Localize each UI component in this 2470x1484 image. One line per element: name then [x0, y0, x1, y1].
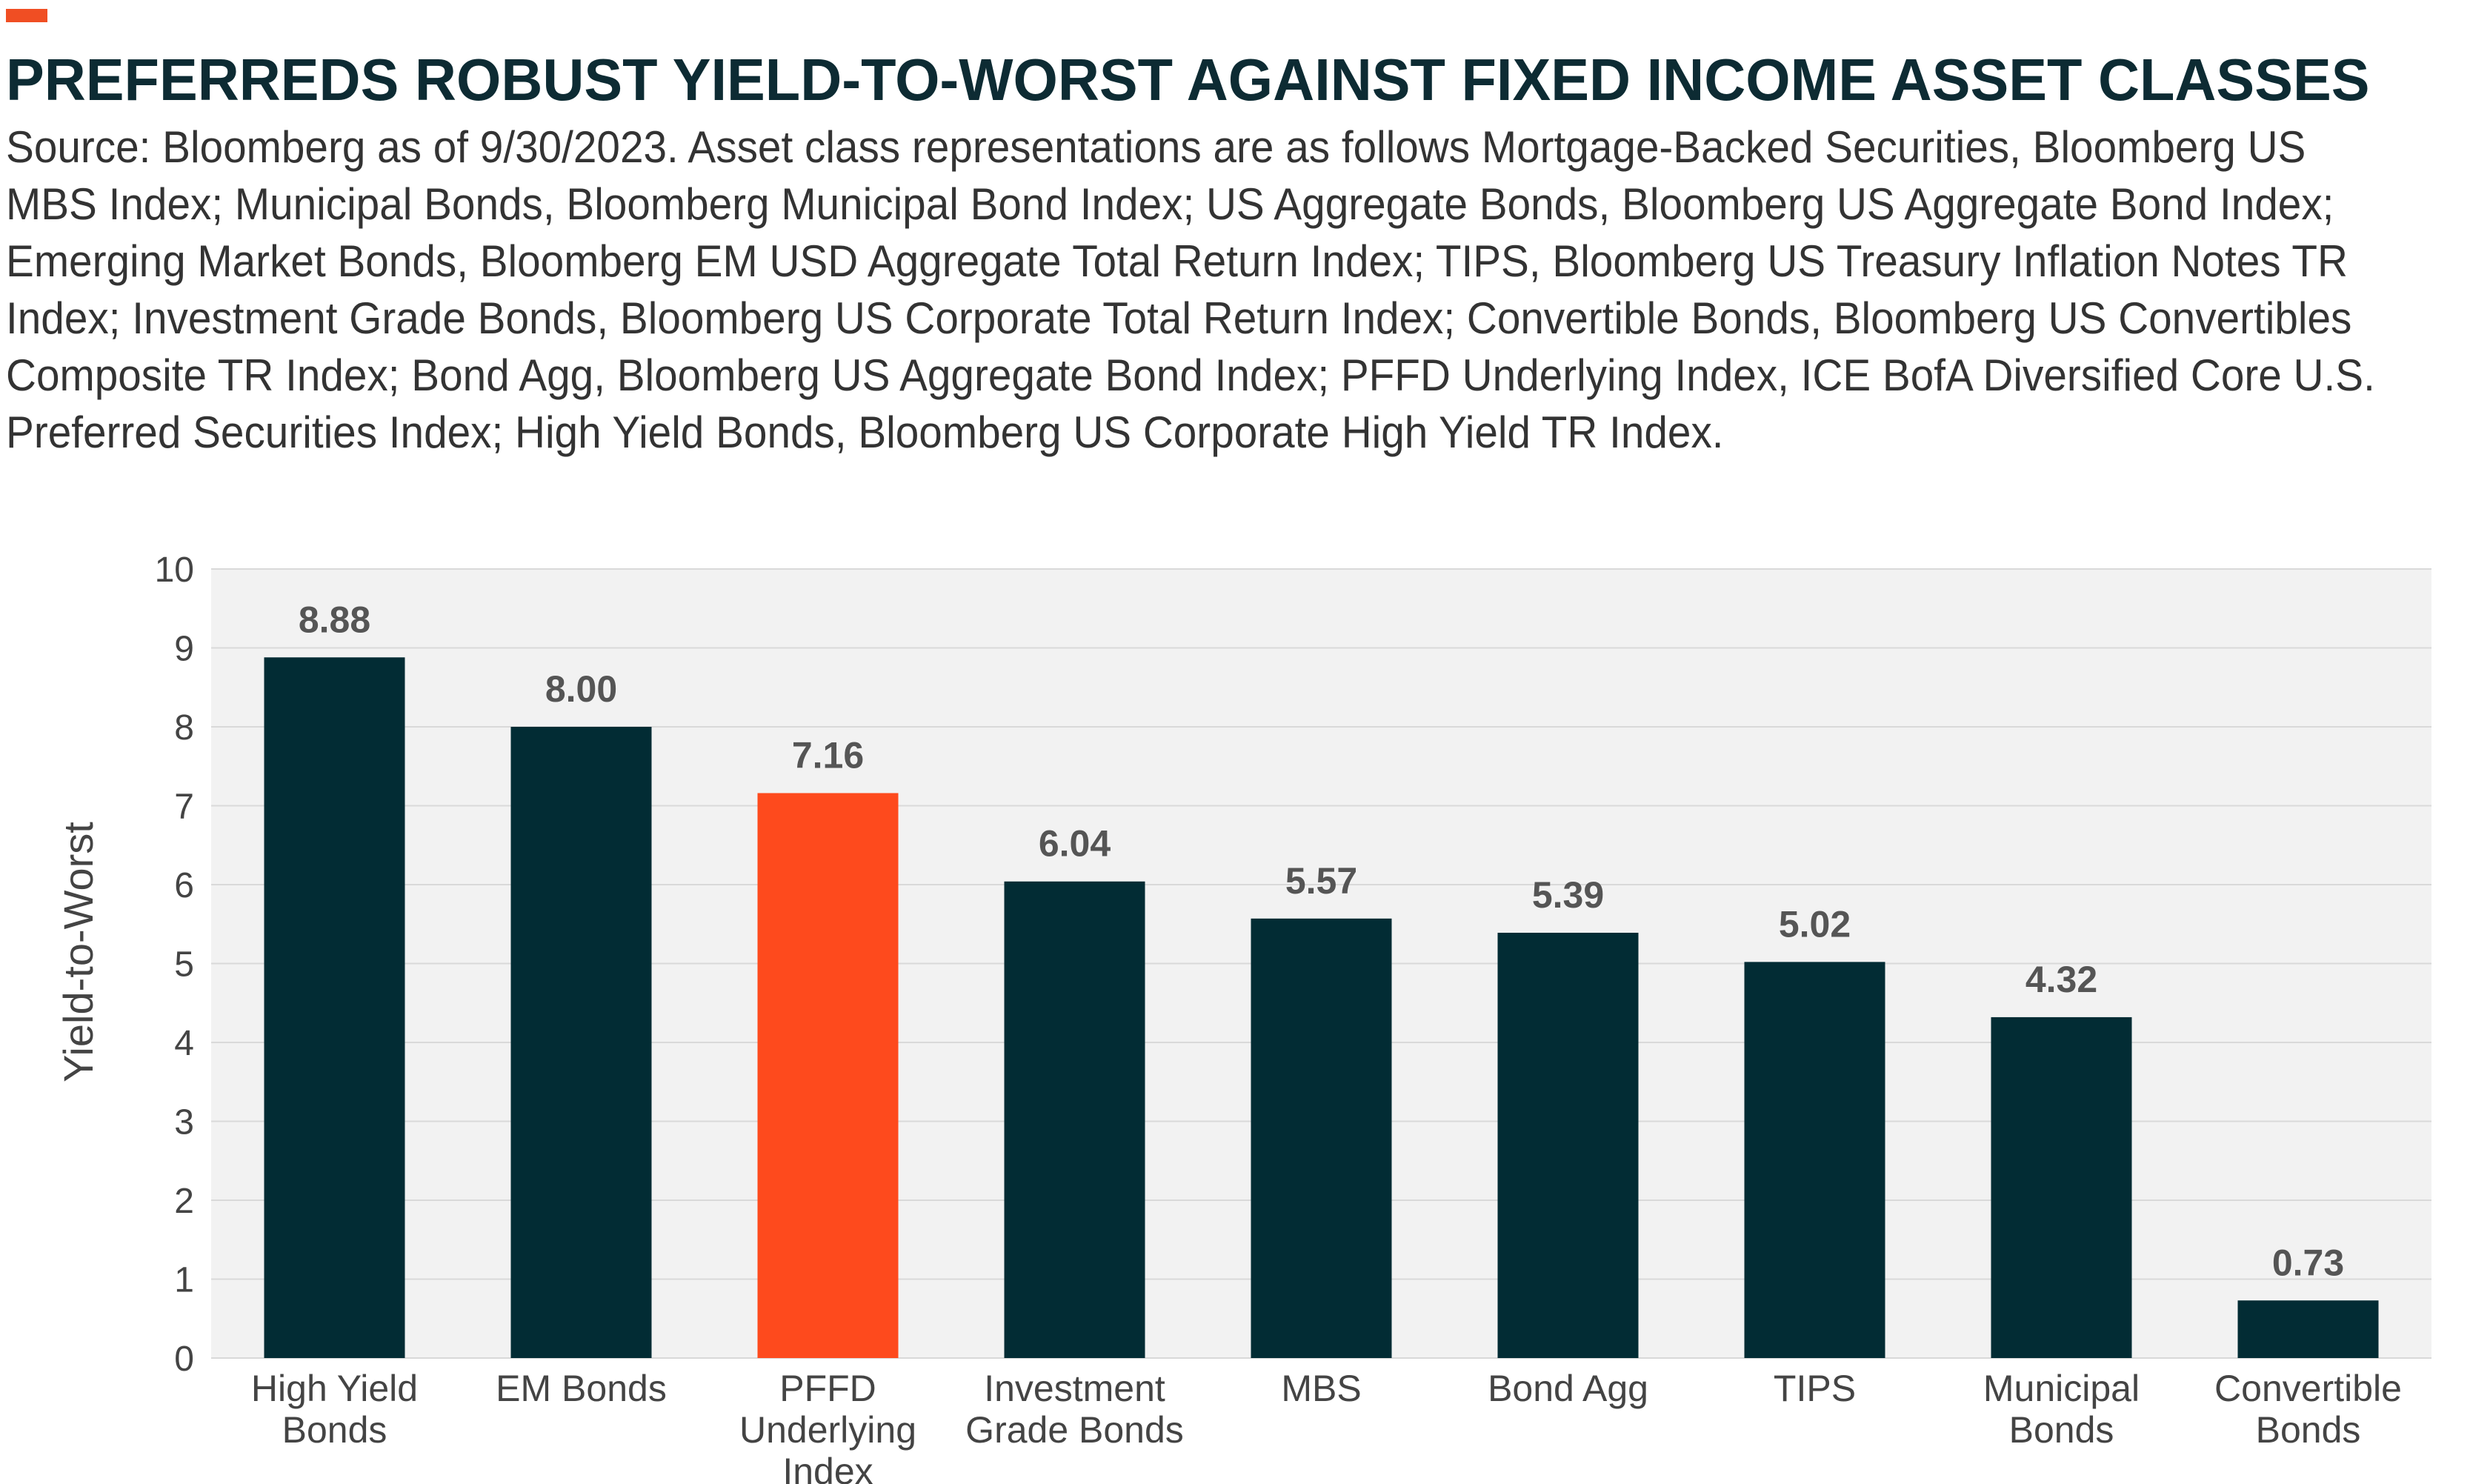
- x-category-label: Investment Grade Bonds: [965, 1368, 1184, 1451]
- bar: [1744, 962, 1885, 1358]
- y-tick-label: 3: [174, 1103, 194, 1142]
- y-tick-label: 2: [174, 1182, 194, 1221]
- y-axis-title: Yield-to-Worst: [55, 822, 101, 1082]
- x-category-label-line: Index: [782, 1451, 873, 1484]
- data-label: 0.73: [2272, 1242, 2344, 1283]
- x-category-label-line: Municipal: [1983, 1368, 2140, 1409]
- y-tick-label: 1: [174, 1261, 194, 1300]
- x-category-label-line: Bonds: [2256, 1409, 2361, 1451]
- x-category-label-line: TIPS: [1774, 1368, 1856, 1409]
- x-category-label: EM Bonds: [496, 1368, 667, 1409]
- y-tick-label: 5: [174, 945, 194, 985]
- bar: [2237, 1300, 2379, 1358]
- y-tick-label: 9: [174, 630, 194, 669]
- x-category-label-line: Bonds: [282, 1409, 387, 1451]
- x-category-label-line: Grade Bonds: [965, 1409, 1184, 1451]
- x-category-label-line: High Yield: [251, 1368, 418, 1409]
- bar: [1991, 1016, 2132, 1358]
- x-category-label-line: MBS: [1281, 1368, 1361, 1409]
- bars: [264, 657, 2379, 1358]
- y-tick-label: 7: [174, 788, 194, 827]
- bar: [757, 793, 899, 1358]
- bar: [1004, 881, 1145, 1358]
- x-category-label-line: Bonds: [2009, 1409, 2114, 1451]
- data-label: 4.32: [2025, 959, 2097, 1000]
- data-label: 8.00: [545, 668, 617, 710]
- chart-source-note: Source: Bloomberg as of 9/30/2023. Asset…: [6, 122, 2375, 457]
- x-category-label: High Yield Bonds: [251, 1368, 418, 1451]
- x-category-label-line: Investment: [984, 1368, 1165, 1409]
- y-tick-label: 10: [155, 550, 194, 590]
- x-category-label: MBS: [1281, 1368, 1361, 1409]
- data-label: 6.04: [1039, 823, 1111, 865]
- chart-title: PREFERREDS ROBUST YIELD-TO-WORST AGAINST…: [6, 47, 2370, 113]
- bar: [510, 727, 652, 1358]
- x-category-label-line: EM Bonds: [496, 1368, 667, 1409]
- y-tick-label: 4: [174, 1024, 194, 1063]
- bar: [1251, 918, 1392, 1358]
- data-labels: 8.88 8.00 7.16 6.04 5.57 5.39 5.02 4.32 0.73: [299, 599, 2344, 1283]
- x-category-label: Bond Agg: [1488, 1368, 1648, 1409]
- x-category-label: TIPS: [1774, 1368, 1856, 1409]
- y-tick-label: 6: [174, 866, 194, 905]
- data-label: 5.39: [1532, 874, 1604, 916]
- x-category-label-line: PFFD: [779, 1368, 876, 1409]
- x-category-label: Convertible Bonds: [2214, 1368, 2402, 1451]
- x-category-label: Municipal Bonds: [1983, 1368, 2140, 1451]
- y-tick-label: 8: [174, 708, 194, 748]
- accent-bar: [6, 9, 47, 22]
- x-category-label-line: Underlying: [739, 1409, 916, 1451]
- x-category-label-line: Convertible: [2214, 1368, 2402, 1409]
- bar: [264, 657, 405, 1358]
- data-label: 5.57: [1285, 860, 1357, 902]
- x-category-label-line: Bond Agg: [1488, 1368, 1648, 1409]
- data-label: 8.88: [299, 599, 370, 640]
- data-label: 5.02: [1779, 903, 1851, 945]
- data-label: 7.16: [792, 734, 864, 776]
- y-axis-ticks: 0 1 2 3 4 5 6 7 8 9 10: [155, 550, 194, 1379]
- y-tick-label: 0: [174, 1340, 194, 1379]
- bar: [1497, 932, 1639, 1358]
- x-category-label: PFFD Underlying Index: [739, 1368, 916, 1484]
